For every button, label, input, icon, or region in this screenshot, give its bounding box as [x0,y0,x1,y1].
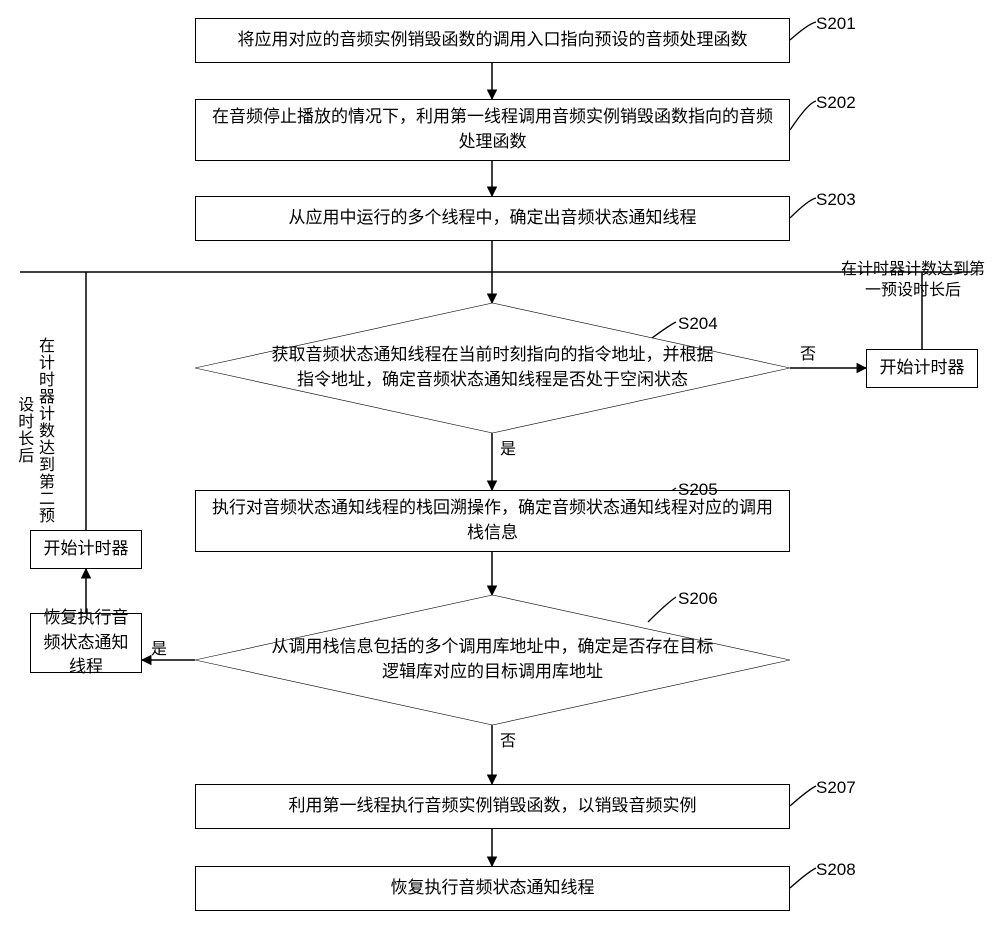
branch-yes-s206: 是 [151,640,167,661]
step-s202-text: 在音频停止播放的情况下，利用第一线程调用音频实例销毁函数指向的音频处理函数 [206,105,779,154]
decision-s206: 从调用栈信息包括的多个调用库地址中，确定是否存在目标逻辑库对应的目标调用库地址 [195,595,790,725]
timer-left-text: 开始计时器 [44,537,129,562]
step-s203-text: 从应用中运行的多个线程中，确定出音频状态通知线程 [289,206,697,231]
step-s207-text: 利用第一线程执行音频实例销毁函数，以销毁音频实例 [289,794,697,819]
step-label-s202: S202 [816,93,856,113]
timer-right-box: 开始计时器 [866,349,978,388]
step-label-s205: S205 [678,480,718,500]
branch-no-s206: 否 [500,732,516,753]
branch-no-s204: 否 [800,345,816,366]
step-s203: 从应用中运行的多个线程中，确定出音频状态通知线程 [195,196,790,241]
timer-right-text: 开始计时器 [880,356,965,381]
step-s207: 利用第一线程执行音频实例销毁函数，以销毁音频实例 [195,784,790,829]
step-s202: 在音频停止播放的情况下，利用第一线程调用音频实例销毁函数指向的音频处理函数 [195,99,790,161]
note-right: 在计时器计数达到第一预设时长后 [838,260,988,320]
decision-s206-text: 从调用栈信息包括的多个调用库地址中，确定是否存在目标逻辑库对应的目标调用库地址 [266,635,718,684]
step-label-s208: S208 [816,860,856,880]
decision-s204-text: 获取音频状态通知线程在当前时刻指向的指令地址，并根据指令地址，确定音频状态通知线… [266,343,718,392]
branch-yes-s204: 是 [500,440,516,461]
step-s208: 恢复执行音频状态通知线程 [195,866,790,911]
step-label-s201: S201 [816,14,856,34]
step-label-s207: S207 [816,778,856,798]
step-s201: 将应用对应的音频实例销毁函数的调用入口指向预设的音频处理函数 [195,18,790,63]
step-s208-text: 恢复执行音频状态通知线程 [391,876,595,901]
step-label-s203: S203 [816,190,856,210]
resume-left-box: 恢复执行音频状态通知线程 [30,613,142,673]
flowchart-stage: 将应用对应的音频实例销毁函数的调用入口指向预设的音频处理函数 在音频停止播放的情… [0,0,1000,932]
note-left: 在计时器计数达到第二预设时长后 [32,330,54,530]
resume-left-text: 恢复执行音频状态通知线程 [41,606,131,680]
timer-left-box: 开始计时器 [30,530,142,569]
step-s205-text: 执行对音频状态通知线程的栈回溯操作，确定音频状态通知线程对应的调用栈信息 [206,496,779,545]
step-s201-text: 将应用对应的音频实例销毁函数的调用入口指向预设的音频处理函数 [238,28,748,53]
step-label-s204: S204 [678,314,718,334]
step-label-s206: S206 [678,589,718,609]
